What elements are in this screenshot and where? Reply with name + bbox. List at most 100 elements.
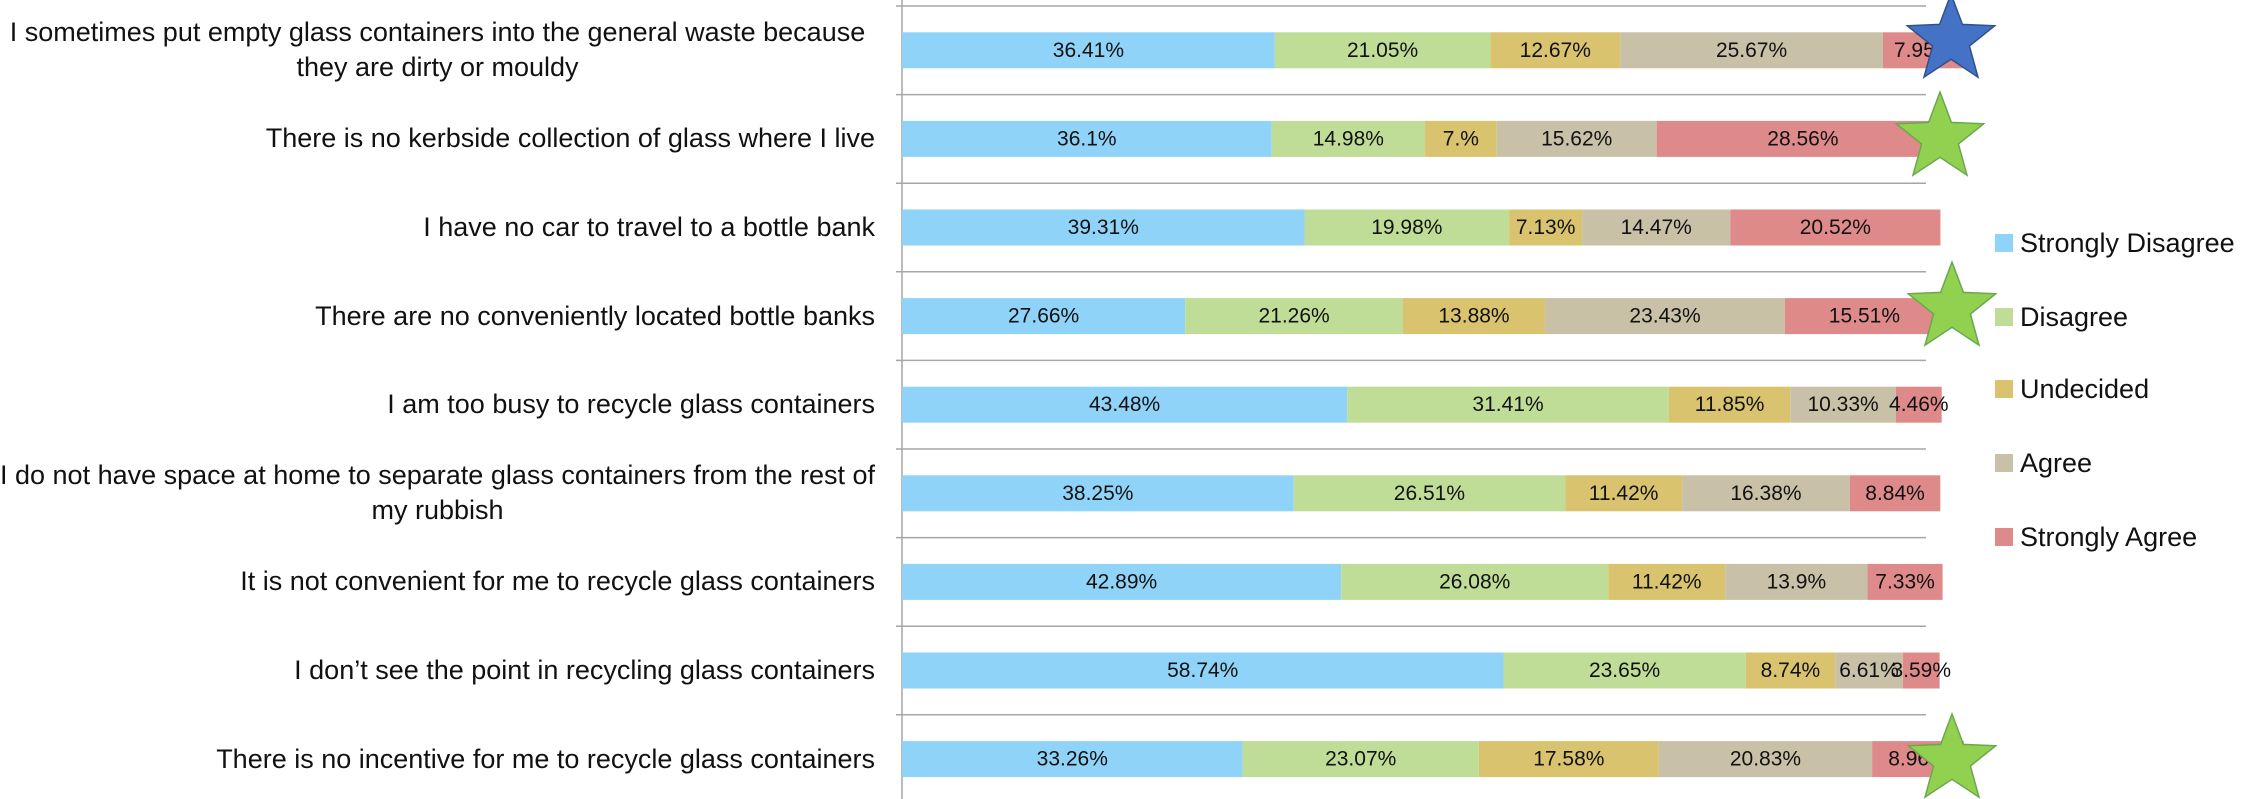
star-icon xyxy=(1906,259,1998,347)
bar-segment xyxy=(1790,386,1896,423)
bar-segment xyxy=(1304,209,1510,246)
category-label: I don’t see the point in recycling glass… xyxy=(0,631,875,711)
value-label: 23.07% xyxy=(1325,748,1396,771)
bar-segment xyxy=(1849,475,1941,512)
bar-segment xyxy=(1293,475,1566,512)
bar-segment xyxy=(902,298,1186,335)
value-label: 58.74% xyxy=(1167,659,1238,682)
bar-segment xyxy=(1425,120,1497,157)
value-label: 38.25% xyxy=(1062,482,1133,505)
category-label: It is not convenient for me to recycle g… xyxy=(0,542,875,622)
value-label: 16.38% xyxy=(1730,482,1801,505)
legend-swatch xyxy=(1995,380,2013,398)
value-label: 23.43% xyxy=(1629,305,1700,328)
category-label: There are no conveniently located bottle… xyxy=(0,276,875,356)
value-label: 14.98% xyxy=(1313,127,1384,150)
value-label: 15.62% xyxy=(1541,127,1612,150)
legend-label: Strongly Disagree xyxy=(2020,225,2241,262)
value-label: 11.42% xyxy=(1632,570,1702,593)
value-label: 23.65% xyxy=(1589,659,1660,682)
value-label: 36.1% xyxy=(1057,127,1117,150)
category-label-text: There is no kerbside collection of glass… xyxy=(265,123,875,154)
value-label: 15.51% xyxy=(1829,305,1900,328)
bar-segment xyxy=(902,741,1243,778)
category-label-text: It is not convenient for me to recycle g… xyxy=(240,566,875,597)
bar-segment xyxy=(1478,741,1659,778)
bar-segment xyxy=(1784,298,1944,335)
legend-label: Disagree xyxy=(2020,299,2241,336)
category-label: There is no incentive for me to recycle … xyxy=(0,719,875,799)
category-label-text: I do not have space at home to separate … xyxy=(0,460,875,526)
category-label-text: I have no car to travel to a bottle bank xyxy=(423,212,875,242)
bar-segment xyxy=(902,209,1305,246)
bar-segment xyxy=(902,32,1275,69)
value-label: 42.89% xyxy=(1086,570,1157,593)
value-label: 20.83% xyxy=(1730,748,1801,771)
category-label-text: There is no incentive for me to recycle … xyxy=(216,743,875,774)
legend-label: Undecided xyxy=(2020,371,2241,408)
value-label: 11.85% xyxy=(1695,393,1765,416)
value-label: 7.13% xyxy=(1516,216,1576,239)
bar-segment xyxy=(1242,741,1479,778)
bar-segment xyxy=(1271,120,1426,157)
value-label: 11.42% xyxy=(1589,482,1659,505)
bar-segment xyxy=(902,386,1348,423)
value-label: 8.74% xyxy=(1761,659,1821,682)
value-label: 13.9% xyxy=(1767,570,1827,593)
legend-swatch xyxy=(1995,528,2013,546)
star-icon xyxy=(1905,0,1997,79)
legend-swatch xyxy=(1995,308,2013,326)
star-icon xyxy=(1906,711,1998,799)
legend-label-text: Strongly Disagree xyxy=(2020,228,2235,258)
bar-segment xyxy=(1902,652,1940,689)
value-label: 20.52% xyxy=(1800,216,1871,239)
bar-segment xyxy=(1341,563,1609,600)
bar-segment xyxy=(902,120,1272,157)
category-label: I do not have space at home to separate … xyxy=(0,453,875,533)
legend-label: Strongly Agree xyxy=(2020,519,2241,556)
bar-segment xyxy=(902,652,1504,689)
bar-segment xyxy=(1496,120,1657,157)
legend-label: Agree xyxy=(2020,445,2241,482)
value-label: 7.% xyxy=(1443,127,1479,150)
bar-segment xyxy=(1835,652,1903,689)
bar-segment xyxy=(1565,475,1683,512)
value-label: 26.08% xyxy=(1439,570,1510,593)
category-label-text: I don’t see the point in recycling glass… xyxy=(294,655,875,685)
value-label: 14.47% xyxy=(1621,216,1692,239)
bar-segment xyxy=(902,563,1342,600)
value-label: 25.67% xyxy=(1716,39,1787,62)
bar-segment xyxy=(1490,32,1621,69)
category-label-text: There are no conveniently located bottle… xyxy=(315,300,875,331)
bar-segment xyxy=(1509,209,1583,246)
bar-segment xyxy=(1658,741,1873,778)
bar-segment xyxy=(1185,298,1403,335)
value-label: 17.58% xyxy=(1533,748,1604,771)
legend-label-text: Undecided xyxy=(2020,374,2150,404)
value-label: 6.61% xyxy=(1839,659,1899,682)
legend-swatch xyxy=(1995,234,2013,252)
value-label: 21.26% xyxy=(1258,305,1329,328)
value-label: 8.84% xyxy=(1865,482,1925,505)
bar-segment xyxy=(1274,32,1491,69)
category-label: There is no kerbside collection of glass… xyxy=(0,99,875,179)
bar-segment xyxy=(1608,563,1726,600)
value-label: 7.33% xyxy=(1875,570,1935,593)
value-label: 33.26% xyxy=(1037,748,1108,771)
bar-segment xyxy=(1725,563,1868,600)
bar-segment xyxy=(1545,298,1785,335)
bar-segment xyxy=(1730,209,1941,246)
category-label-text: I sometimes put empty glass containers i… xyxy=(9,17,866,83)
bar-segment xyxy=(1347,386,1669,423)
value-label: 26.51% xyxy=(1394,482,1465,505)
value-label: 43.48% xyxy=(1089,393,1160,416)
value-label: 19.98% xyxy=(1371,216,1442,239)
value-label: 31.41% xyxy=(1472,393,1543,416)
value-label: 36.41% xyxy=(1053,39,1124,62)
bar-segment xyxy=(1682,475,1850,512)
value-label: 3.59% xyxy=(1891,659,1951,682)
bar-segment xyxy=(1620,32,1883,69)
value-label: 21.05% xyxy=(1347,39,1418,62)
